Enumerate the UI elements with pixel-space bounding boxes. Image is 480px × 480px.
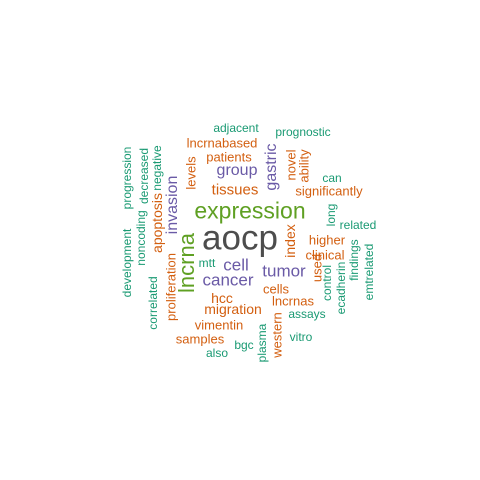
word-progression: progression (120, 146, 134, 210)
word-development: development (120, 228, 134, 298)
word-cancer: cancer (202, 270, 254, 290)
word-expression: expression (194, 197, 306, 224)
word-negative: negative (150, 145, 164, 191)
word-related: related (339, 218, 377, 232)
word-findings: findings (347, 239, 361, 281)
word-group: group (216, 162, 258, 179)
word-cells: cells (262, 281, 290, 297)
word-vitro: vitro (289, 330, 313, 344)
word-cell: cell (223, 255, 249, 275)
word-correlated: correlated (146, 276, 160, 330)
word-long: long (324, 203, 338, 227)
word-vimentin: vimentin (194, 317, 244, 333)
word-assays: assays (288, 307, 326, 321)
word-tissues: tissues (211, 181, 259, 199)
word-prognostic: prognostic (275, 125, 331, 139)
word-lncrnas: lncrnas (272, 293, 314, 309)
word-samples: samples (175, 331, 225, 347)
word-western: western (269, 312, 285, 358)
word-mtt: mtt (198, 256, 216, 270)
word-lncrna: lncrna (174, 233, 199, 293)
word-proliferation: proliferation (163, 253, 179, 321)
word-higher: higher (308, 232, 346, 248)
word-index: index (282, 224, 298, 258)
word-gastric: gastric (263, 143, 280, 191)
word-aocp: aocp (202, 218, 278, 258)
word-levels: levels (183, 156, 199, 190)
word-emtrelated: emtrelated (362, 243, 376, 301)
word-plasma: plasma (255, 323, 269, 363)
word-ecadherin: ecadherin (334, 261, 348, 315)
word-ability: ability (296, 149, 312, 183)
word-adjacent: adjacent (213, 121, 259, 135)
word-can: can (322, 171, 342, 185)
word-noncoding: noncoding (134, 210, 148, 266)
word-control: control (320, 264, 334, 302)
word-decreased: decreased (137, 147, 151, 205)
word-tumor: tumor (262, 261, 306, 281)
word-hcc: hcc (211, 290, 233, 306)
word-invasion: invasion (164, 175, 181, 235)
word-significantly: significantly (295, 183, 363, 199)
word-lncrnabased: lncrnabased (186, 135, 258, 151)
word-also: also (205, 346, 229, 360)
word-apoptosis: apoptosis (149, 193, 165, 253)
word-patients: patients (206, 149, 252, 165)
word-clinical: clinical (305, 247, 345, 263)
word-bgc: bgc (234, 338, 254, 352)
word-migration: migration (204, 301, 262, 317)
